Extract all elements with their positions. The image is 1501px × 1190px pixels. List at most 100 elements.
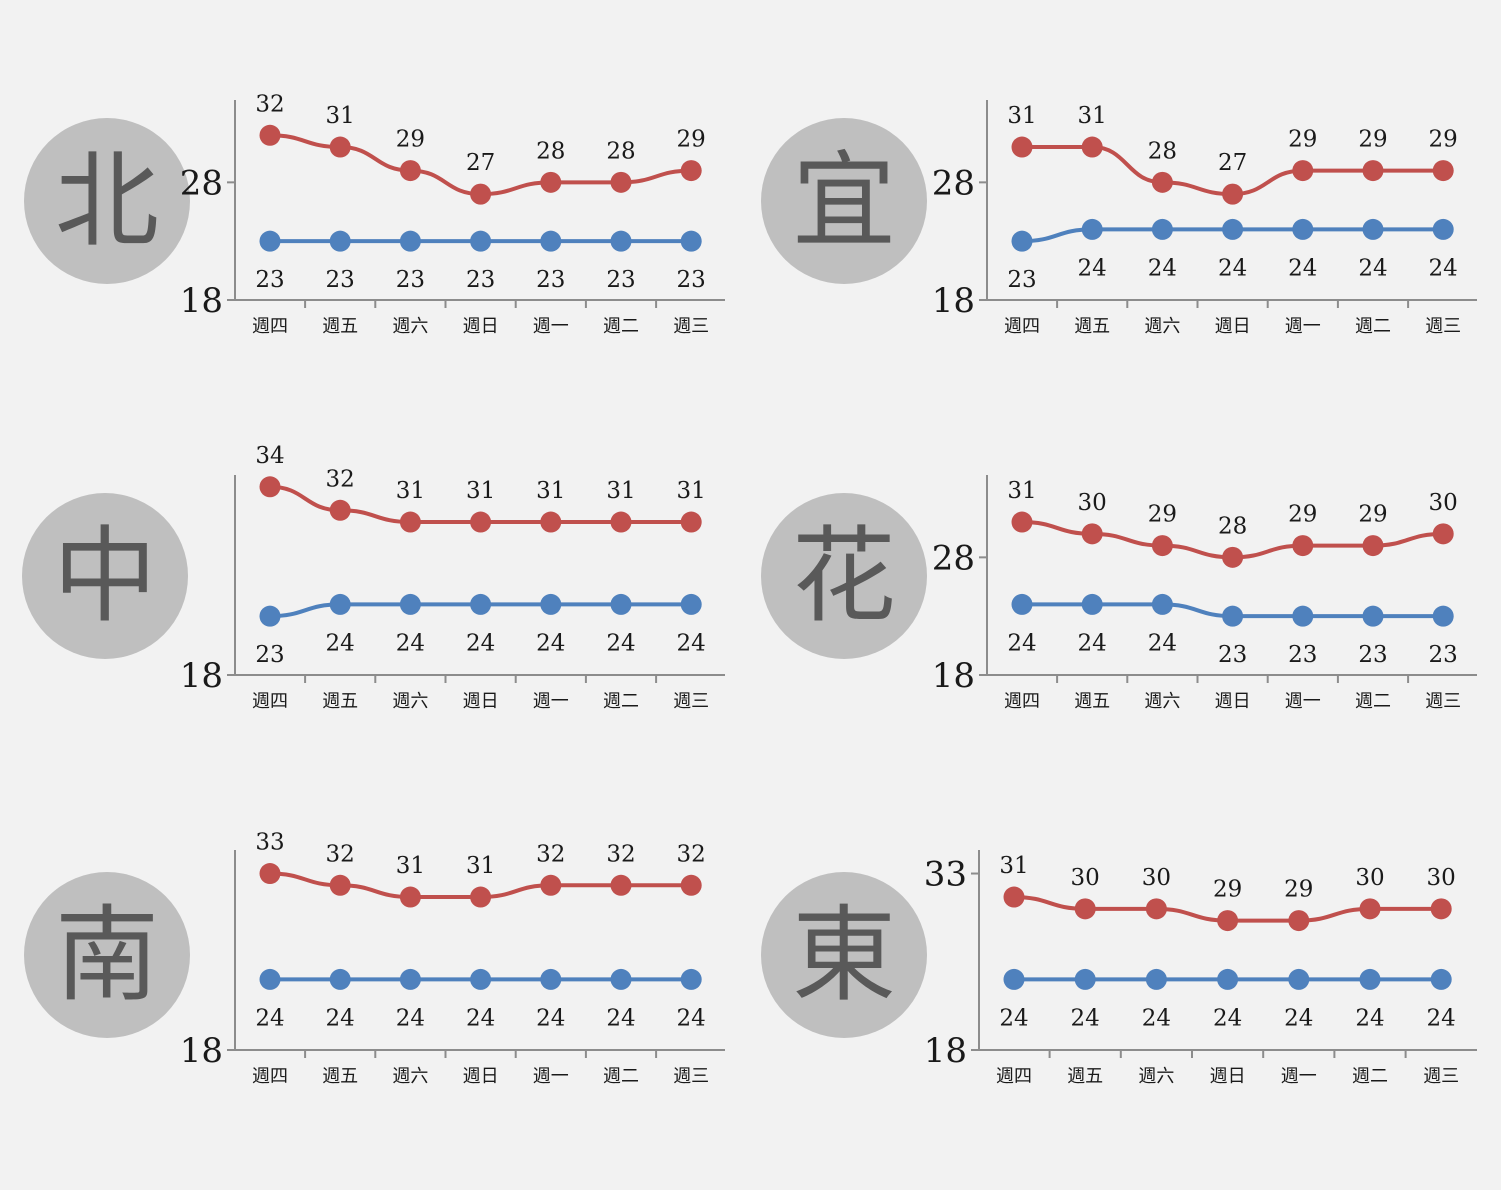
data-point-high xyxy=(1432,523,1454,545)
data-point-high xyxy=(1430,898,1452,920)
x-tick-label: 週五 xyxy=(322,691,358,712)
chart-panel-south: 南 18 週四 週五 週六 週日 週一 週二 週三 33 32 31 31 32 32 32 24 24 24 24… xyxy=(20,830,760,1190)
data-point-low xyxy=(680,593,702,615)
data-label-high: 32 xyxy=(326,466,355,492)
x-tick-label: 週四 xyxy=(996,1066,1032,1087)
data-label-high: 31 xyxy=(326,103,355,129)
region-badge-label: 宜 xyxy=(791,140,896,262)
region-badge-label: 中 xyxy=(52,515,157,637)
region-badge-east: 東 xyxy=(761,872,927,1038)
data-point-low xyxy=(1292,218,1314,240)
data-label-low: 24 xyxy=(1284,1005,1313,1031)
data-point-high xyxy=(1288,910,1310,932)
data-point-high xyxy=(1003,886,1025,908)
chart-panel-central: 中 18 週四 週五 週六 週日 週一 週二 週三 34 32 31 31 31 31 31 23 24 24 24… xyxy=(20,443,760,815)
y-tick-label: 33 xyxy=(924,855,967,895)
data-label-high: 31 xyxy=(396,478,425,504)
chart-panel-north: 北 18 28 週四 週五 週六 週日 週一 週二 週三 32 31 29 27 28 28 29 23 23 23… xyxy=(20,80,760,440)
data-label-high: 27 xyxy=(466,150,495,176)
data-label-high: 31 xyxy=(1078,103,1107,129)
data-label-low: 24 xyxy=(677,630,706,656)
data-point-high xyxy=(680,511,702,533)
data-label-low: 24 xyxy=(396,1005,425,1031)
data-label-high: 30 xyxy=(1355,865,1384,891)
data-label-low: 23 xyxy=(466,267,495,293)
y-tick-label: 18 xyxy=(932,281,975,321)
x-tick-label: 週四 xyxy=(252,316,288,337)
data-point-high xyxy=(540,874,562,896)
line-chart-east: 18 33 週四 週五 週六 週日 週一 週二 週三 31 30 30 29 29 30 30 24 24 24 24… xyxy=(924,850,1477,1087)
data-point-high xyxy=(610,171,632,193)
x-tick-label: 週二 xyxy=(1352,1066,1388,1087)
data-label-low: 23 xyxy=(606,267,635,293)
data-point-low xyxy=(470,230,492,252)
data-point-high xyxy=(1145,898,1167,920)
data-label-low: 24 xyxy=(1148,255,1177,281)
data-point-low xyxy=(259,968,281,990)
line-chart-north: 18 28 週四 週五 週六 週日 週一 週二 週三 32 31 29 27 28 28 29 23 23 23 23… xyxy=(180,91,725,337)
data-point-high xyxy=(680,160,702,182)
data-label-low: 24 xyxy=(396,630,425,656)
data-label-low: 23 xyxy=(1288,642,1317,668)
data-label-high: 30 xyxy=(1142,865,1171,891)
data-label-high: 32 xyxy=(326,841,355,867)
data-point-high xyxy=(1359,898,1381,920)
data-label-low: 24 xyxy=(1288,255,1317,281)
data-point-low xyxy=(1362,605,1384,627)
data-point-high xyxy=(470,886,492,908)
x-tick-label: 週一 xyxy=(533,316,569,337)
data-point-low xyxy=(1217,968,1239,990)
x-tick-label: 週一 xyxy=(1281,1066,1317,1087)
x-tick-label: 週六 xyxy=(1138,1066,1174,1087)
data-point-high xyxy=(259,476,281,498)
data-label-low: 24 xyxy=(1007,630,1036,656)
data-label-low: 23 xyxy=(1358,642,1387,668)
data-label-high: 30 xyxy=(1429,490,1458,516)
x-tick-label: 週三 xyxy=(1425,316,1461,337)
data-point-high xyxy=(1081,136,1103,158)
data-label-high: 30 xyxy=(1427,865,1456,891)
x-tick-label: 週六 xyxy=(1144,691,1180,712)
x-tick-label: 週二 xyxy=(603,691,639,712)
data-point-high xyxy=(1222,546,1244,568)
data-label-low: 24 xyxy=(466,1005,495,1031)
data-point-low xyxy=(1222,605,1244,627)
data-point-low xyxy=(1359,968,1381,990)
data-label-low: 24 xyxy=(677,1005,706,1031)
data-point-high xyxy=(1362,160,1384,182)
line-chart-south: 18 週四 週五 週六 週日 週一 週二 週三 33 32 31 31 32 32 32 24 24 24 24 24… xyxy=(180,830,725,1087)
region-badge-label: 南 xyxy=(54,894,159,1016)
data-point-low xyxy=(680,968,702,990)
data-point-low xyxy=(1292,605,1314,627)
data-point-high xyxy=(680,874,702,896)
line-chart-hualien: 18 28 週四 週五 週六 週日 週一 週二 週三 31 30 29 28 29 29 30 24 24 24 23… xyxy=(932,475,1477,712)
data-label-high: 34 xyxy=(255,443,284,469)
x-tick-label: 週二 xyxy=(603,1066,639,1087)
x-tick-label: 週三 xyxy=(1423,1066,1459,1087)
data-label-low: 24 xyxy=(326,1005,355,1031)
x-tick-label: 週三 xyxy=(673,1066,709,1087)
y-tick-label: 18 xyxy=(180,1031,223,1071)
x-tick-label: 週四 xyxy=(1004,691,1040,712)
data-point-low xyxy=(1362,218,1384,240)
data-label-low: 24 xyxy=(606,630,635,656)
data-point-high xyxy=(470,183,492,205)
data-label-low: 23 xyxy=(1429,642,1458,668)
data-point-low xyxy=(610,593,632,615)
y-tick-label: 28 xyxy=(932,538,975,578)
data-label-low: 24 xyxy=(466,630,495,656)
data-label-low: 24 xyxy=(1429,255,1458,281)
x-tick-label: 週一 xyxy=(1285,691,1321,712)
chart-panel-east: 東 18 33 週四 週五 週六 週日 週一 週二 週三 31 30 30 29 29 30 30 24 24 24… xyxy=(752,830,1492,1190)
data-label-high: 31 xyxy=(677,478,706,504)
data-point-high xyxy=(1222,183,1244,205)
x-tick-label: 週五 xyxy=(1067,1066,1103,1087)
line-chart-central: 18 週四 週五 週六 週日 週一 週二 週三 34 32 31 31 31 31 31 23 24 24 24 24… xyxy=(180,443,725,712)
y-tick-label: 28 xyxy=(932,163,975,203)
data-point-low xyxy=(1432,605,1454,627)
data-point-high xyxy=(329,136,351,158)
data-point-low xyxy=(399,968,421,990)
data-point-low xyxy=(259,605,281,627)
data-point-high xyxy=(1362,535,1384,557)
data-label-high: 29 xyxy=(1148,502,1177,528)
